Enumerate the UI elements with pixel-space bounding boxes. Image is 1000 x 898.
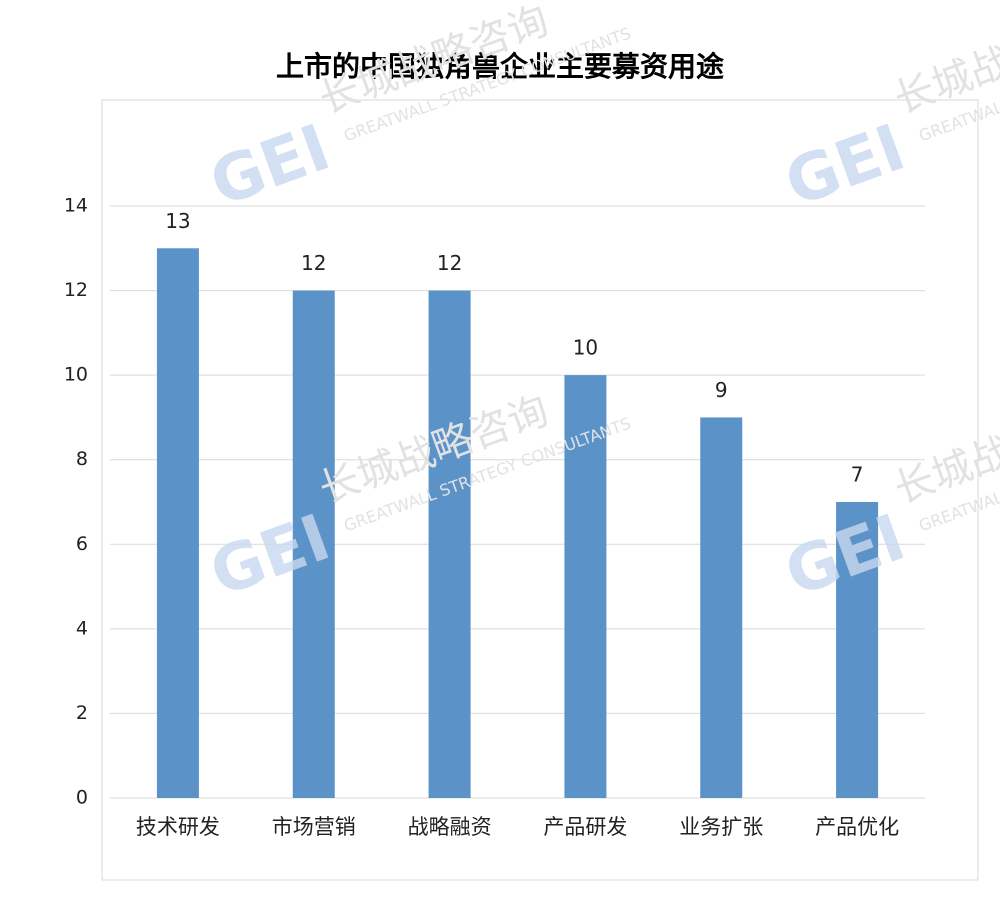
data-label: 10 <box>573 336 598 360</box>
x-tick-label: 市场营销 <box>272 815 356 839</box>
data-label: 9 <box>715 378 728 402</box>
x-tick-label: 产品优化 <box>815 815 899 839</box>
watermark-logo: GEI <box>776 501 914 612</box>
data-label: 13 <box>165 209 190 233</box>
data-label: 12 <box>437 251 462 275</box>
y-tick-label: 0 <box>76 787 88 809</box>
y-tick-label: 2 <box>76 702 88 724</box>
x-tick-label: 产品研发 <box>543 815 627 839</box>
x-tick-label: 业务扩张 <box>679 815 763 839</box>
bar <box>428 290 471 798</box>
x-tick-label: 技术研发 <box>136 815 220 839</box>
y-tick-label: 6 <box>76 533 88 555</box>
bar <box>836 502 879 798</box>
chart-frame <box>101 99 979 881</box>
data-label: 12 <box>301 251 326 275</box>
chart-title: 上市的中国独角兽企业主要募资用途 <box>276 50 725 83</box>
plot-area: 0 2 4 6 8 10 12 14 技术研发 13 市场营销 12 战略融资 12 产品研发 10 业务扩张 9… <box>64 195 925 839</box>
bar <box>156 248 199 799</box>
y-tick-label: 14 <box>64 195 88 217</box>
watermark-logo: GEI <box>201 111 339 222</box>
y-tick-label: 8 <box>76 448 88 470</box>
y-tick-label: 4 <box>76 617 88 639</box>
y-tick-label: 10 <box>64 364 88 386</box>
y-tick-label: 12 <box>64 279 88 301</box>
watermark-logo: GEI <box>776 111 914 222</box>
bar <box>292 290 335 798</box>
bar <box>564 375 607 798</box>
x-tick-label: 战略融资 <box>408 815 492 839</box>
bar <box>700 417 743 798</box>
data-label: 7 <box>851 463 864 487</box>
